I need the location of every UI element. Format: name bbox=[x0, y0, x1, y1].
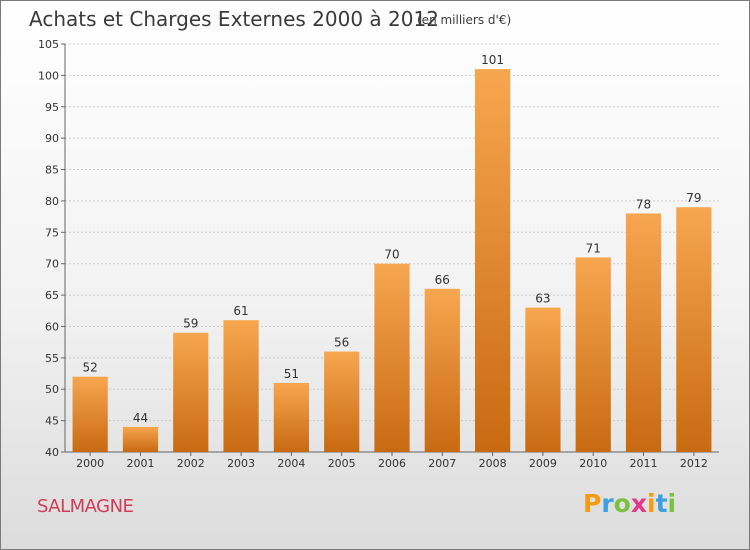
bar-2009 bbox=[525, 307, 561, 452]
labels: 40 45 50 55 60 65 70 75 80 85 90 95 100 105 52 2000 44 20… bbox=[38, 38, 708, 470]
location-label: SALMAGNE bbox=[37, 496, 134, 517]
value-label: 63 bbox=[535, 292, 550, 306]
x-tick-label: 2008 bbox=[479, 457, 507, 470]
y-tick-label: 100 bbox=[38, 69, 59, 82]
value-label: 101 bbox=[481, 53, 504, 67]
x-tick-label: 2006 bbox=[378, 457, 406, 470]
y-tick-label: 50 bbox=[45, 383, 59, 396]
bar-2012 bbox=[676, 207, 712, 452]
bar-2006 bbox=[374, 263, 410, 452]
x-tick-label: 2011 bbox=[630, 457, 658, 470]
value-label: 52 bbox=[83, 361, 98, 375]
x-tick-label: 2003 bbox=[227, 457, 255, 470]
y-tick-label: 95 bbox=[45, 101, 59, 114]
x-tick-label: 2002 bbox=[177, 457, 205, 470]
y-tick-label: 105 bbox=[38, 38, 59, 51]
value-label: 44 bbox=[133, 411, 148, 425]
x-tick-label: 2010 bbox=[579, 457, 607, 470]
x-tick-label: 2000 bbox=[76, 457, 104, 470]
y-tick-label: 75 bbox=[45, 226, 59, 239]
bar-2007 bbox=[424, 288, 460, 452]
logo-letter: r bbox=[601, 489, 614, 518]
bar-2011 bbox=[625, 213, 662, 452]
value-label: 59 bbox=[183, 317, 198, 331]
value-label: 66 bbox=[435, 273, 450, 287]
value-label: 56 bbox=[334, 336, 349, 350]
bar-2002 bbox=[173, 332, 209, 452]
proxiti-logo: Proxiti bbox=[583, 489, 676, 518]
bars bbox=[72, 69, 712, 452]
y-tick-label: 70 bbox=[45, 258, 59, 271]
bar-2001 bbox=[122, 426, 159, 452]
bar-2004 bbox=[273, 382, 309, 452]
logo-letter: P bbox=[583, 489, 602, 518]
x-tick-label: 2001 bbox=[126, 457, 154, 470]
x-tick-label: 2005 bbox=[328, 457, 356, 470]
chart-subtitle: (en milliers d'€) bbox=[417, 13, 512, 27]
logo-letter: x bbox=[630, 489, 647, 518]
value-label: 78 bbox=[636, 197, 651, 211]
y-tick-label: 80 bbox=[45, 195, 59, 208]
bar-2008 bbox=[475, 69, 511, 452]
x-tick-label: 2009 bbox=[529, 457, 557, 470]
x-tick-label: 2004 bbox=[277, 457, 305, 470]
value-label: 61 bbox=[233, 304, 248, 318]
value-label: 70 bbox=[384, 248, 399, 262]
y-tick-label: 40 bbox=[45, 446, 59, 459]
y-tick-label: 90 bbox=[45, 132, 59, 145]
x-tick-label: 2007 bbox=[428, 457, 456, 470]
value-label: 51 bbox=[284, 367, 299, 381]
y-tick-label: 45 bbox=[45, 415, 59, 428]
bar-2010 bbox=[575, 257, 611, 452]
y-tick-label: 55 bbox=[45, 352, 59, 365]
y-tick-label: 65 bbox=[45, 289, 59, 302]
y-tick-label: 60 bbox=[45, 320, 59, 333]
y-tick-label: 85 bbox=[45, 164, 59, 177]
value-label: 79 bbox=[686, 191, 701, 205]
logo-letter: i bbox=[647, 489, 656, 518]
bar-2005 bbox=[324, 351, 360, 452]
logo-letter: t bbox=[655, 489, 668, 518]
logo-letter: o bbox=[613, 489, 631, 518]
logo-letter: i bbox=[667, 489, 677, 518]
x-tick-label: 2012 bbox=[680, 457, 708, 470]
bar-2000 bbox=[72, 376, 108, 452]
value-label: 71 bbox=[586, 241, 601, 255]
bar-2003 bbox=[223, 320, 259, 452]
chart-title: Achats et Charges Externes 2000 à 2012 bbox=[29, 7, 439, 31]
